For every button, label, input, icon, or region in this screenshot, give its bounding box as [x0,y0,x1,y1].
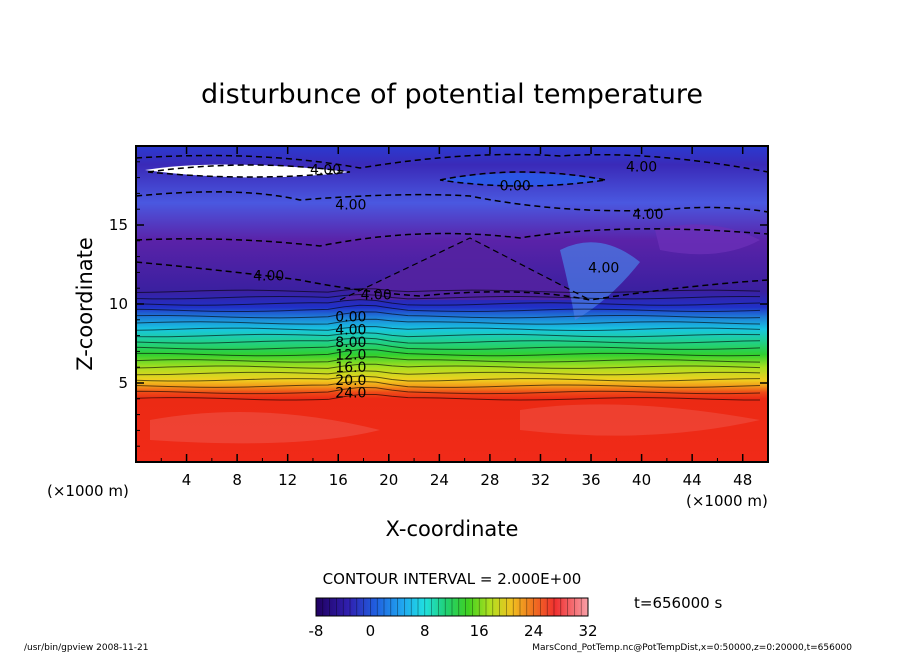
contour-label: 0.00 [500,179,531,195]
contour-line [136,342,761,350]
contour-label: 8.00 [335,335,366,351]
contour-label: 12.0 [335,348,366,364]
plot-area [136,146,768,462]
contour-line [136,326,761,331]
contour-label: 4.00 [310,163,341,179]
x-tick-label: 12 [278,471,297,489]
contour-lines [136,153,768,401]
x-tick-label: 24 [430,471,449,489]
contour-line-negative [147,164,351,178]
x-tick-label: 32 [531,471,550,489]
contour-line [136,386,761,395]
contour-line-negative [136,153,768,173]
colorbar-tick-label: -8 [309,622,324,640]
contour-label: 4.00 [632,207,663,223]
y-axis-label: Z-coordinate [73,237,97,371]
colorbar-tick-label: 24 [524,622,543,640]
colorbar-tick-label: 0 [366,622,376,640]
contour-labels: 4.004.000.004.004.004.00 4.004.000.004.00… [253,160,663,402]
contour-label: 4.00 [361,288,392,304]
x-tick-label: 20 [379,471,398,489]
footer-right: MarsCond_PotTemp.nc@PotTempDist,x=0:5000… [532,643,852,653]
field-patch [150,412,380,444]
contour-line [136,311,761,319]
x-tick-label: 36 [581,471,600,489]
contour-line [136,293,761,300]
contour-line-negative [339,237,591,301]
contour-label: 16.0 [335,360,366,376]
contour-label: 4.00 [335,197,366,213]
y-tick-label: 10 [109,295,128,313]
y-tick-label: 15 [109,216,128,234]
contour-line [136,304,761,313]
contour-line [136,318,761,325]
contour-line-negative [136,191,768,213]
colorbar-tick-label: 16 [470,622,489,640]
contour-line [136,349,761,357]
field-patch [520,404,760,436]
x-tick-label: 40 [632,471,651,489]
x-unit-left: (×1000 m) [47,482,129,500]
contour-line-negative [439,171,607,187]
contour-line [136,332,761,338]
field-patch [560,242,640,320]
field-patch [145,164,350,178]
x-tick-label: 44 [683,471,702,489]
contour-line [136,393,761,401]
contour-line-negative [136,228,768,247]
field-patch [655,224,760,255]
contour-label: 4.00 [626,160,657,176]
contour-line [136,299,761,306]
x-unit-right: (×1000 m) [686,492,768,510]
x-axis-label: X-coordinate [386,517,519,541]
contour-line [136,356,761,363]
x-tick-label: 4 [182,471,192,489]
contour-label: 4.00 [253,269,284,285]
chart-title: disturbunce of potential temperature [201,79,703,110]
y-axis-ticks: 5 10 15 [109,161,768,447]
contour-label: 20.0 [335,373,366,389]
contour-line-negative [136,261,768,301]
colorbar-ticks: -8 0 8 16 24 32 [309,622,598,640]
contour-line [136,380,761,388]
time-label: t=656000 s [634,594,722,612]
colorbar-segment-lines [322,598,582,616]
colorbar-tick-label: 8 [420,622,430,640]
x-tick-label: 8 [232,471,242,489]
contour-line [136,370,761,376]
contour-line [136,363,761,369]
contour-label: 4.00 [588,261,619,277]
x-tick-label: 16 [329,471,348,489]
x-tick-label: 48 [733,471,752,489]
field-background [136,146,768,462]
x-axis-ticks: 4 8 12 16 20 24 28 32 36 40 44 48 [160,146,752,489]
contour-label: 24.0 [335,385,366,401]
contour-interval: CONTOUR INTERVAL = 2.000E+00 [323,570,582,588]
contour-line [136,337,761,344]
x-tick-label: 28 [480,471,499,489]
colorbar-tick-label: 32 [578,622,597,640]
field-patch [440,173,605,186]
contour-label: 4.00 [335,322,366,338]
footer-left: /usr/bin/gpview 2008-11-21 [24,643,148,653]
contour-line [136,375,761,382]
y-tick-label: 5 [118,374,128,392]
field-patch [340,238,590,300]
contour-label: 0.00 [335,310,366,326]
